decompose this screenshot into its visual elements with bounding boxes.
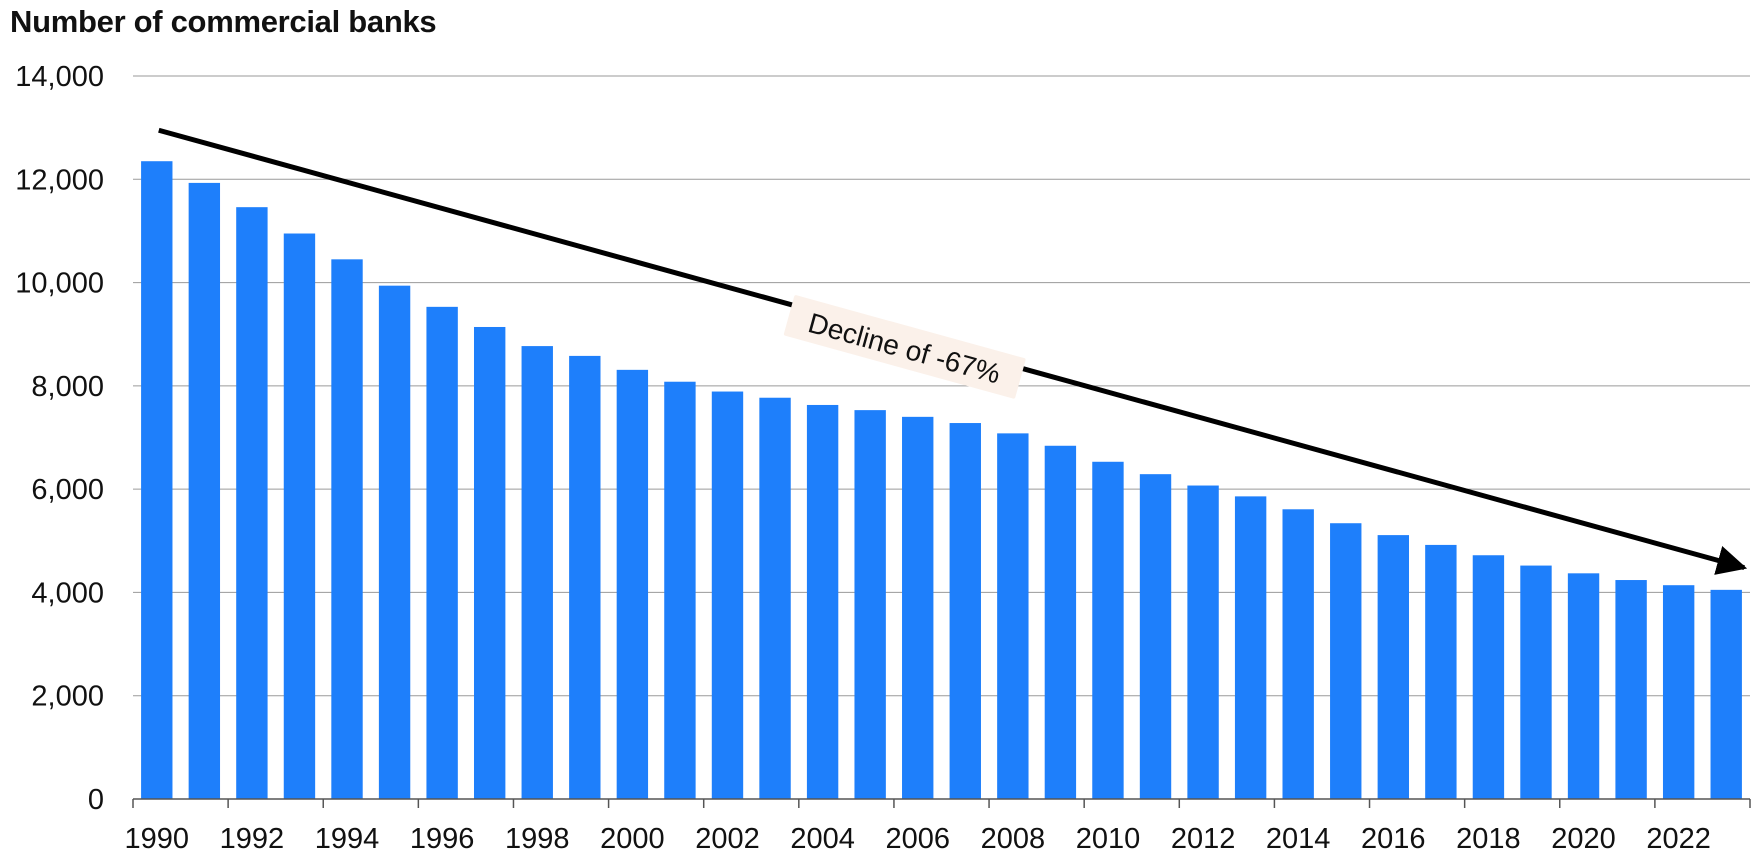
x-tick-label: 2008 [981,823,1046,855]
bar [1472,555,1505,799]
x-tick-label: 2004 [790,823,855,855]
bar [616,369,649,799]
bar [711,391,744,799]
y-tick-label: 2,000 [31,681,104,713]
bar [426,306,458,799]
bar [1330,523,1362,799]
bar [473,326,506,799]
bar [331,259,363,799]
bar [1662,585,1695,799]
x-tick-label: 1992 [220,823,285,855]
x-tick-label: 1994 [315,823,380,855]
y-tick-label: 12,000 [15,164,104,196]
annotation-background [783,295,1026,399]
bar [283,233,316,799]
y-tick-label: 4,000 [31,577,104,609]
x-tick-label: 2000 [600,823,665,855]
bar [997,433,1029,799]
x-tick-label: 2010 [1076,823,1141,855]
bar [806,404,839,799]
x-tick-label: 2006 [885,823,950,855]
bar [759,397,791,799]
bar [1092,461,1124,799]
bar [664,381,696,799]
bar [1044,445,1077,799]
bar [854,410,886,799]
bar [1520,565,1552,799]
bar [1710,589,1742,799]
decline-annotation: Decline of -67% [783,295,1026,399]
bar [188,182,221,800]
y-tick-label: 14,000 [15,61,104,93]
bar [1615,580,1647,799]
x-tick-label: 2012 [1171,823,1236,855]
y-axis-title: Number of commercial banks [10,4,437,39]
x-tick-label: 1990 [125,823,190,855]
y-tick-label: 0 [88,784,104,816]
bar [141,161,173,800]
bar [1377,535,1410,799]
x-tick-label: 2022 [1646,823,1711,855]
bar [236,207,268,799]
bar [1567,573,1600,799]
x-tick-label: 2002 [695,823,760,855]
x-tick-label: 1998 [505,823,570,855]
x-tick-label: 1996 [410,823,475,855]
bar [1425,544,1457,799]
bar [1282,509,1314,799]
bar [1234,496,1267,799]
bar [521,346,553,799]
bar [1139,474,1172,799]
bar [1187,485,1219,799]
y-tick-label: 8,000 [31,371,104,403]
bar [569,355,601,799]
bar [949,423,981,799]
x-tick-label: 2014 [1266,823,1331,855]
gridlines [133,75,1750,697]
y-tick-label: 6,000 [31,474,104,506]
y-tick-label: 10,000 [15,268,104,300]
x-tick-label: 2020 [1551,823,1616,855]
x-tick-label: 2016 [1361,823,1426,855]
x-tick-label: 2018 [1456,823,1521,855]
bar [902,416,934,799]
bars [141,161,1742,800]
bar [378,285,411,799]
